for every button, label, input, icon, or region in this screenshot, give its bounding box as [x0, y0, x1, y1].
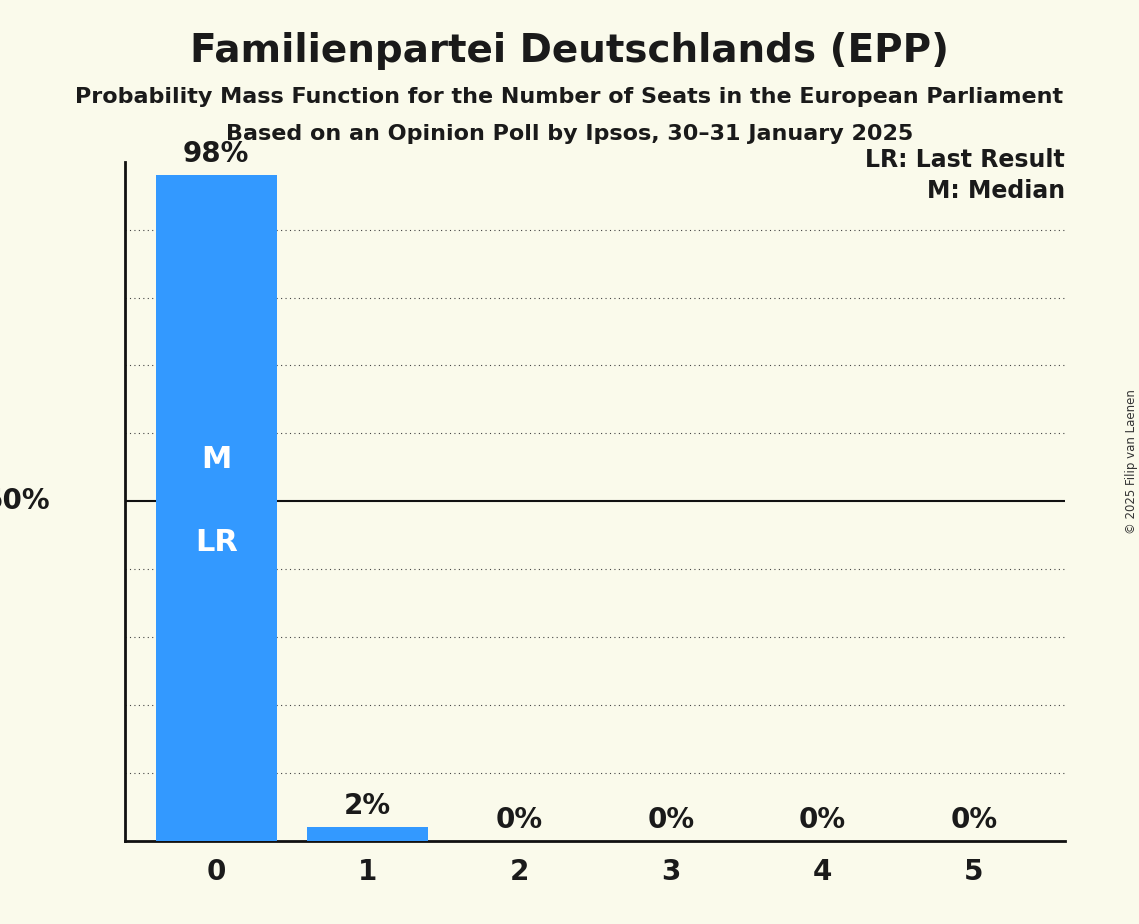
Text: 0%: 0% [798, 806, 846, 834]
Text: 0%: 0% [950, 806, 998, 834]
Text: Based on an Opinion Poll by Ipsos, 30–31 January 2025: Based on an Opinion Poll by Ipsos, 30–31… [226, 124, 913, 144]
Text: 50%: 50% [0, 487, 50, 516]
Text: © 2025 Filip van Laenen: © 2025 Filip van Laenen [1124, 390, 1138, 534]
Text: 98%: 98% [183, 140, 249, 168]
Text: 2%: 2% [344, 793, 392, 821]
Text: LR: Last Result: LR: Last Result [866, 148, 1065, 172]
Bar [308, 827, 428, 841]
Text: 0%: 0% [647, 806, 695, 834]
Text: Probability Mass Function for the Number of Seats in the European Parliament: Probability Mass Function for the Number… [75, 87, 1064, 107]
Text: 0%: 0% [495, 806, 543, 834]
Text: LR: LR [195, 529, 238, 557]
Text: M: M [202, 445, 231, 474]
Text: M: Median: M: Median [927, 179, 1065, 203]
Bar [156, 176, 277, 841]
Text: Familienpartei Deutschlands (EPP): Familienpartei Deutschlands (EPP) [190, 32, 949, 70]
